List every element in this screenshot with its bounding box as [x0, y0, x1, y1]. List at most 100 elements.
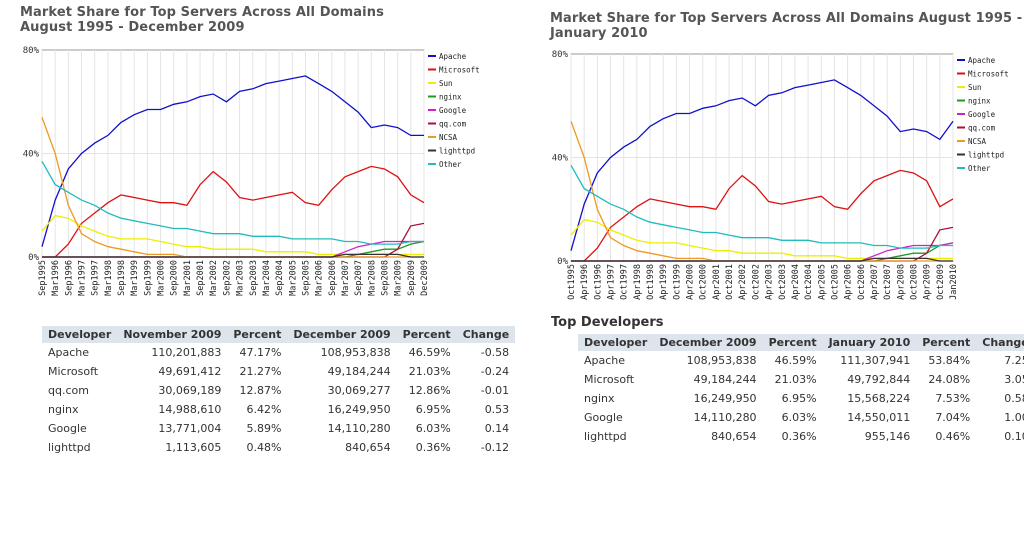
developer-name-cell: qq.com: [48, 384, 89, 397]
x-tick-label: Apr2004: [791, 264, 801, 300]
value-cell: 3.05: [1004, 373, 1024, 386]
value-cell: 12.86%: [408, 384, 451, 397]
value-cell: 6.03%: [781, 411, 817, 424]
value-cell: 0.36%: [415, 441, 451, 454]
x-tick-label: Sep2009: [407, 260, 417, 296]
legend-label: Other: [439, 160, 462, 169]
value-cell: 5.89%: [246, 422, 282, 435]
value-cell: 14,110,280: [327, 422, 391, 435]
x-tick-label: Oct2009: [936, 264, 946, 300]
x-tick-label: Oct2001: [725, 264, 735, 300]
value-cell: 46.59%: [774, 354, 817, 367]
x-tick-label: Dec2009: [420, 260, 430, 296]
x-tick-label: Apr2008: [896, 264, 906, 300]
x-tick-label: Sep2007: [354, 260, 364, 296]
legend-label: nginx: [439, 93, 462, 102]
legend-label: nginx: [968, 97, 991, 106]
x-tick-label: Apr1998: [633, 264, 643, 300]
x-tick-label: Oct2005: [830, 264, 840, 300]
value-cell: 0.48%: [246, 441, 282, 454]
legend-label: qq.com: [439, 120, 467, 129]
value-cell: 0.10: [1004, 430, 1024, 443]
value-cell: 840,654: [711, 430, 757, 443]
left-developer-table: Developer November 2009 Percent December 20…: [42, 326, 516, 457]
y-tick-label: 0%: [28, 253, 39, 263]
table-row: Apache 110,201,883 47.17% 108,953,838 46.59%…: [42, 343, 515, 362]
x-tick-label: Sep2001: [196, 260, 206, 296]
value-cell: 111,307,941: [840, 354, 911, 367]
value-cell: 15,568,224: [847, 392, 911, 405]
x-tick-label: Apr2005: [817, 264, 827, 300]
value-cell: 46.59%: [408, 346, 451, 359]
value-cell: 840,654: [345, 441, 391, 454]
legend-label: Microsoft: [439, 66, 480, 75]
value-cell: 955,146: [864, 430, 911, 443]
x-tick-label: Mar2007: [341, 260, 351, 296]
value-cell: 49,691,412: [158, 365, 222, 378]
table-row: nginx 14,988,610 6.42% 16,249,950 6.95% 0.53: [42, 400, 515, 419]
value-cell: 13,771,004: [158, 422, 222, 435]
developer-name-cell: lighttpd: [584, 430, 627, 443]
x-tick-label: Mar1996: [51, 260, 61, 296]
column-header: December 2009: [653, 334, 763, 351]
developer-name-cell: Microsoft: [48, 365, 99, 378]
value-cell: 7.25: [1004, 354, 1024, 367]
developer-name-cell: Apache: [48, 346, 90, 359]
value-cell: 14,550,011: [847, 411, 911, 424]
value-cell: 16,249,950: [693, 392, 757, 405]
x-tick-label: Mar1999: [130, 260, 140, 296]
x-tick-label: Mar2002: [209, 260, 219, 296]
table-row: Microsoft 49,691,412 21.27% 49,184,244 21.03…: [42, 362, 515, 381]
column-header: Percent: [916, 334, 977, 351]
column-header: December 2009: [287, 326, 397, 343]
value-cell: 6.03%: [415, 422, 451, 435]
x-tick-label: Mar2006: [315, 260, 325, 296]
series-line-apache: [570, 79, 954, 251]
series-line-apache: [41, 75, 424, 247]
value-cell: 110,201,883: [151, 346, 222, 359]
value-cell: 1,113,605: [165, 441, 222, 454]
x-tick-label: Sep1997: [91, 260, 101, 296]
legend-label: qq.com: [968, 124, 996, 133]
legend-label: Microsoft: [968, 70, 1009, 79]
x-tick-label: Sep1996: [64, 260, 74, 296]
value-cell: 16,249,950: [327, 403, 391, 416]
legend-label: lighttpd: [439, 147, 475, 156]
x-tick-label: Apr2009: [923, 264, 933, 300]
value-cell: 6.95%: [781, 392, 817, 405]
x-tick-label: Oct2004: [804, 264, 814, 300]
x-tick-label: Sep2002: [222, 260, 232, 296]
legend-label: NCSA: [968, 137, 987, 146]
x-tick-label: Mar2008: [367, 260, 377, 296]
value-cell: 49,184,244: [327, 365, 391, 378]
table-row: Google 13,771,004 5.89% 14,110,280 6.03% 0.14: [42, 419, 515, 438]
x-tick-label: Sep1998: [117, 260, 127, 296]
x-tick-label: Jan2010: [949, 264, 959, 300]
developer-name-cell: Apache: [584, 354, 626, 367]
y-tick-label: 40%: [552, 154, 569, 164]
top-developers-heading: Top Developers: [551, 315, 664, 330]
table-row: Apache 108,953,838 46.59% 111,307,941 53.84%…: [578, 351, 1024, 370]
developer-name-cell: lighttpd: [48, 441, 91, 454]
value-cell: 0.53: [484, 403, 510, 416]
x-tick-label: Oct2002: [751, 264, 761, 300]
x-tick-label: Mar2000: [157, 260, 167, 296]
value-cell: 7.04%: [935, 411, 971, 424]
left-chart-title: Market Share for Top Servers Across All …: [20, 5, 384, 35]
series-line-other: [41, 160, 424, 245]
column-header: Change: [976, 334, 1024, 351]
developer-name-cell: nginx: [48, 403, 79, 416]
column-header: January 2010: [822, 334, 917, 351]
legend-label: NCSA: [439, 133, 458, 142]
value-cell: 12.87%: [239, 384, 282, 397]
legend-label: Apache: [439, 52, 467, 61]
y-tick-label: 80%: [552, 50, 569, 60]
x-tick-label: Sep1999: [143, 260, 153, 296]
value-cell: 14,988,610: [158, 403, 222, 416]
value-cell: 14,110,280: [693, 411, 757, 424]
x-tick-label: Oct2008: [909, 264, 919, 300]
x-tick-label: Sep2000: [170, 260, 180, 296]
value-cell: 6.42%: [246, 403, 282, 416]
table-header-row: Developer November 2009 Percent December 20…: [42, 326, 516, 343]
value-cell: 0.36%: [781, 430, 817, 443]
